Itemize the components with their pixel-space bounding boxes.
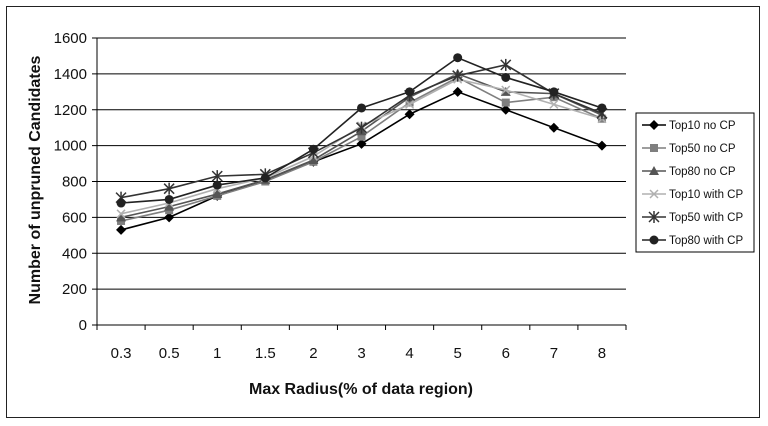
point-marker [500,58,512,71]
point-marker [355,121,368,134]
point-marker [356,138,367,149]
y-axis-label: Number of unpruned Candidates [27,55,44,304]
point-marker [452,69,464,82]
x-tick-label: 1 [213,345,221,362]
x-tick-labels: 0.3 0.5 1 1.5 2 3 4 5 6 7 8 [111,345,607,362]
point-marker [649,189,659,199]
point-marker [116,198,126,208]
x-tick-label: 1.5 [255,345,276,362]
series-lines [115,53,608,235]
x-tick-label: 8 [598,345,606,362]
point-marker [357,132,366,141]
point-marker [648,211,660,223]
legend-label: Top80 with CP [669,235,743,247]
legend-label: Top50 no CP [669,143,736,155]
series-line [120,90,603,231]
legend-label: Top50 with CP [669,212,743,224]
legend-box [635,112,755,253]
point-marker [357,103,366,113]
series-line [120,76,603,222]
y-tick-labels: 0 200 400 600 800 1000 1200 1400 1600 [54,30,87,334]
point-marker [452,86,463,97]
point-marker [649,166,659,175]
y-tick-label: 1000 [54,138,87,155]
point-marker [500,104,511,115]
legend: Top10 no CP Top50 no CP Top80 no CP Top10 w… [635,112,755,253]
point-marker [549,87,559,97]
point-marker [211,170,223,183]
y-tick-label: 1400 [54,66,87,83]
y-tick-label: 0 [79,317,87,334]
point-marker [308,144,318,154]
legend-label: Top10 no CP [669,120,736,132]
x-tick-label: 0.5 [159,345,180,362]
x-axis-label: Max Radius(% of data region) [249,381,473,398]
point-marker [405,99,415,109]
point-marker [163,182,175,195]
point-marker [116,212,127,222]
point-marker [597,103,607,113]
point-marker [404,109,415,120]
point-marker [549,99,559,109]
point-marker-stroke [501,85,511,95]
point-marker [405,98,414,107]
point-marker [116,224,127,235]
point-marker [501,85,511,95]
point-marker [164,212,175,223]
point-marker [501,72,511,82]
point-marker [260,173,270,183]
legend-label: Top10 with CP [669,189,743,201]
point-marker [548,122,559,133]
x-tick-label: 5 [454,345,462,362]
series-1 [117,73,606,225]
y-tick-label: 600 [62,209,87,226]
point-marker [164,194,174,204]
x-tick-label: 2 [309,345,317,362]
point-marker [212,180,222,190]
gridlines [92,37,627,330]
point-marker-stroke [405,99,415,109]
point-marker [164,201,175,211]
point-marker [212,189,223,199]
point-marker-stroke [116,209,126,219]
x-tick-label: 0.3 [111,345,132,362]
point-marker [116,209,126,219]
point-marker [649,235,659,245]
point-marker-stroke [649,189,659,199]
legend-label: Top80 no CP [669,166,736,178]
point-marker [453,53,463,63]
x-tick-label: 3 [357,345,365,362]
point-marker [596,140,607,151]
point-marker [501,98,510,107]
chart-frame [6,6,760,418]
point-marker [405,87,415,97]
point-marker [308,154,319,164]
y-tick-label: 200 [62,281,87,298]
point-marker-stroke [549,99,559,109]
x-tick-label: 4 [405,345,413,362]
y-tick-label: 1600 [54,30,87,47]
series-5 [116,53,607,208]
x-tick-label: 6 [502,345,510,362]
y-tick-label: 1200 [54,102,87,119]
x-tick-label: 7 [550,345,558,362]
y-tick-label: 800 [62,174,87,191]
point-marker [649,120,659,130]
point-marker [650,144,658,152]
y-tick-label: 400 [62,245,87,262]
